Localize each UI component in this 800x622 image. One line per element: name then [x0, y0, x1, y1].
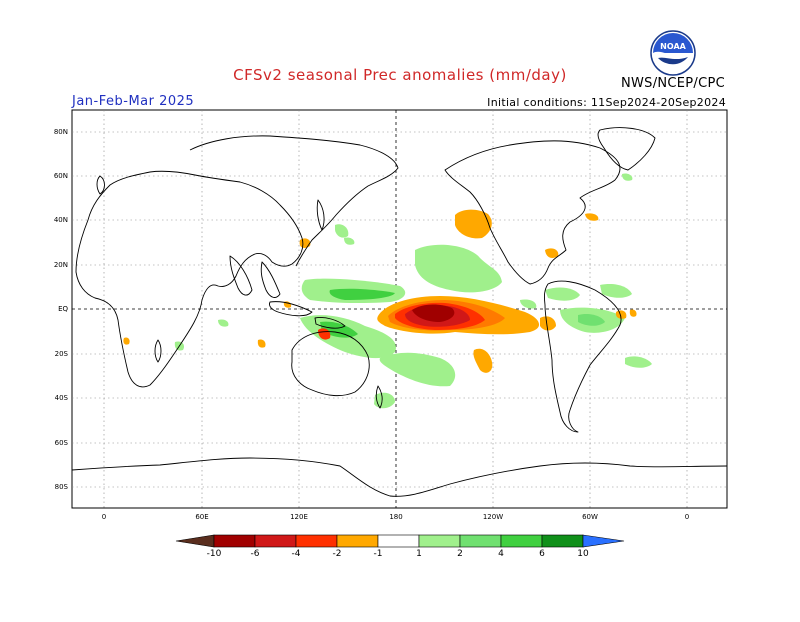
wet-anomalies — [174, 173, 652, 409]
colorbar-label: -1 — [374, 549, 383, 559]
colorbar-cell — [336, 534, 379, 548]
lat-label: EQ — [58, 305, 68, 313]
colorbar-cell — [500, 534, 543, 548]
lat-label: 80N — [54, 128, 68, 136]
colorbar-label: -4 — [292, 549, 301, 559]
lon-label: 60E — [195, 513, 208, 521]
colorbar-label: 4 — [498, 549, 504, 559]
chart-title: CFSv2 seasonal Prec anomalies (mm/day) — [233, 66, 567, 84]
longitude-labels: 0 60E 120E 180 120W 60W 0 — [102, 513, 689, 521]
lat-label: 20S — [55, 350, 69, 358]
colorbar-low-arrow — [175, 534, 215, 548]
colorbar-high-arrow — [582, 534, 625, 548]
colorbar-cell — [541, 534, 584, 548]
colorbar-label: -10 — [207, 549, 222, 559]
colorbar-cell — [254, 534, 297, 548]
forecast-period: Jan-Feb-Mar 2025 — [72, 94, 195, 109]
dry-anomalies — [123, 209, 637, 373]
coastlines — [72, 127, 727, 497]
latitude-labels: 80N 60N 40N 20N EQ 20S 40S 60S 80S — [54, 128, 69, 491]
lat-label: 60S — [55, 439, 69, 447]
lon-label: 60W — [582, 513, 598, 521]
colorbar-labels: -10 -6 -4 -2 -1 1 2 4 6 10 — [207, 549, 589, 559]
colorbar-label: 1 — [416, 549, 422, 559]
logo-text: NOAA — [660, 42, 686, 51]
initial-conditions: Initial conditions: 11Sep2024-20Sep2024 — [487, 96, 726, 109]
colorbar-cell — [377, 534, 420, 548]
colorbar-label: 2 — [457, 549, 463, 559]
colorbar-label: 10 — [577, 549, 589, 559]
lat-label: 60N — [54, 172, 68, 180]
lat-label: 40S — [55, 394, 69, 402]
lon-label: 0 — [102, 513, 106, 521]
colorbar-cell — [213, 534, 256, 548]
lon-label: 180 — [389, 513, 402, 521]
colorbar — [175, 534, 625, 548]
colorbar-cell — [295, 534, 338, 548]
lat-label: 20N — [54, 261, 68, 269]
colorbar-cell — [418, 534, 461, 548]
agency-label: NWS/NCEP/CPC — [620, 76, 726, 91]
colorbar-label: -2 — [333, 549, 342, 559]
lat-label: 40N — [54, 216, 68, 224]
colorbar-label: 6 — [539, 549, 545, 559]
lat-label: 80S — [55, 483, 69, 491]
colorbar-cell — [459, 534, 502, 548]
noaa-logo-icon: NOAA — [650, 30, 696, 76]
lon-label: 0 — [685, 513, 689, 521]
colorbar-label: -6 — [251, 549, 260, 559]
lon-label: 120E — [290, 513, 308, 521]
lon-label: 120W — [483, 513, 503, 521]
